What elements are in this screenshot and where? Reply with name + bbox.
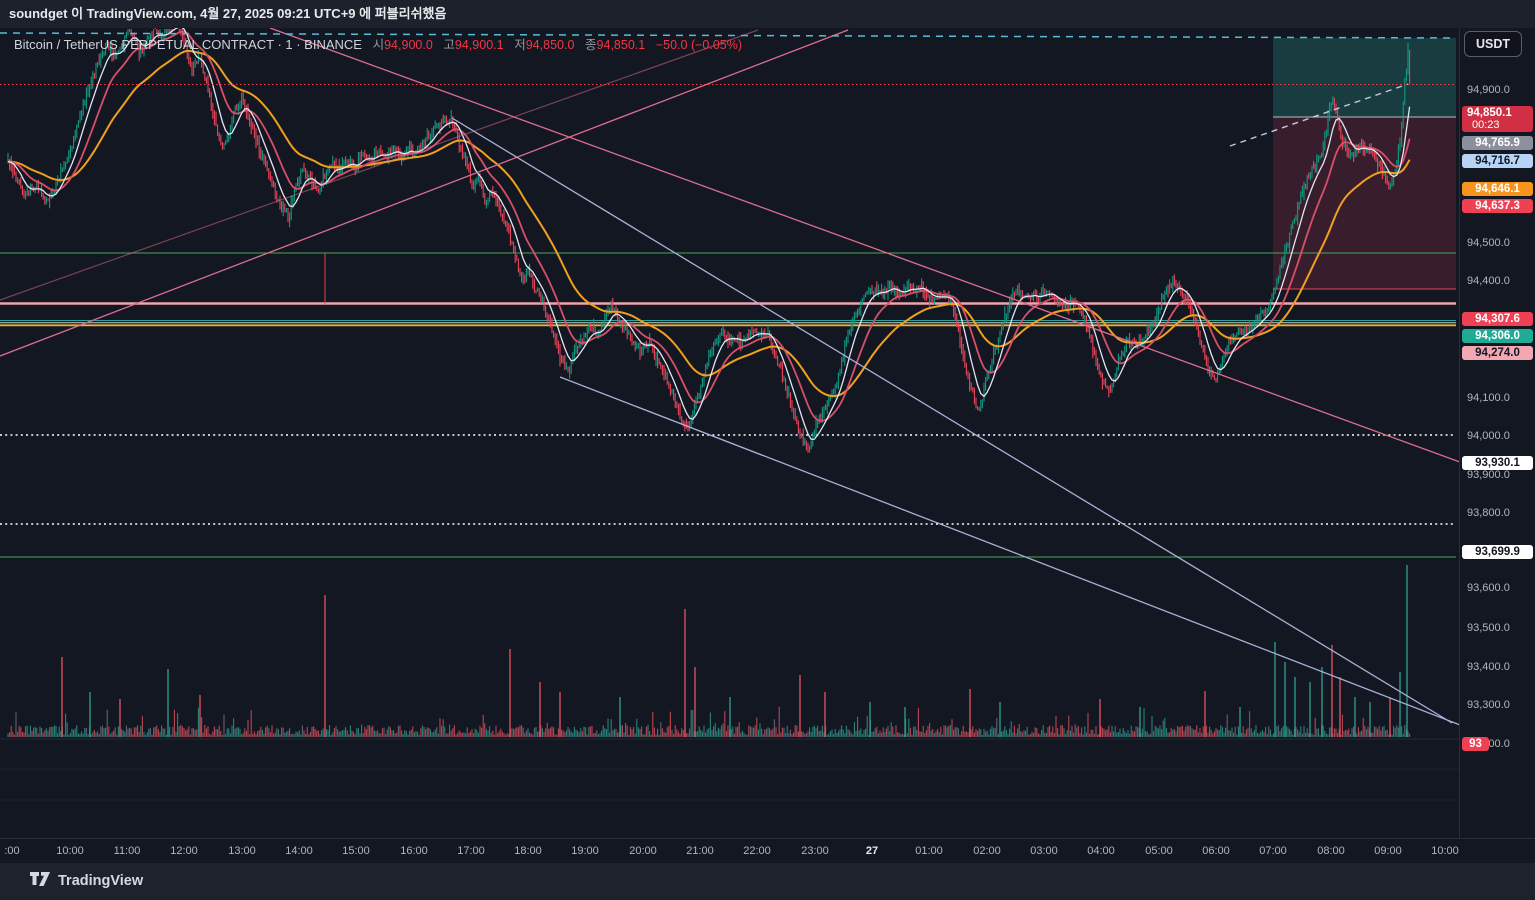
overlay-price-line — [0, 32, 1457, 39]
volume-spikes-up — [89, 565, 1408, 737]
trend-line — [1229, 83, 1409, 147]
price-tick: 94,000.0 — [1467, 430, 1510, 442]
price-label: 93 — [1462, 737, 1489, 751]
price-label: 94,637.3 — [1462, 199, 1533, 213]
footer-bar: TradingView — [0, 863, 1535, 900]
time-tick: 04:00 — [1087, 845, 1115, 857]
position-zone-box — [1273, 38, 1456, 117]
price-tick: 93,900.0 — [1467, 469, 1510, 481]
time-tick: 22:00 — [743, 845, 771, 857]
price-label: 94,716.7 — [1462, 154, 1533, 168]
time-tick: 13:00 — [228, 845, 256, 857]
price-tick: 93,600.0 — [1467, 582, 1510, 594]
time-tick: 10:00 — [56, 845, 84, 857]
volume-spikes-down — [61, 595, 1391, 737]
time-axis[interactable]: :00 10:00 11:00 12:00 13:00 14:00 15:00 16:00 17… — [0, 838, 1535, 863]
publish-info-bar: soundget 이 TradingView.com, 4월 27, 2025 … — [0, 0, 1535, 28]
price-tick: 94,500.0 — [1467, 237, 1510, 249]
time-tick: 12:00 — [170, 845, 198, 857]
time-tick: 07:00 — [1259, 845, 1287, 857]
price-label: 94,274.0 — [1462, 346, 1533, 360]
time-tick: 15:00 — [342, 845, 370, 857]
price-tick: 94,100.0 — [1467, 392, 1510, 404]
tradingview-brand[interactable]: TradingView — [30, 872, 143, 889]
time-tick: 18:00 — [514, 845, 542, 857]
time-tick: 02:00 — [973, 845, 1001, 857]
price-label: 94,307.6 — [1462, 312, 1533, 326]
volume-bars-up — [7, 707, 1407, 737]
time-tick: 17:00 — [457, 845, 485, 857]
chart-canvas[interactable] — [0, 0, 1459, 863]
candles-down — [9, 27, 1411, 453]
price-tick: 93,500.0 — [1467, 622, 1510, 634]
trend-line — [451, 117, 1453, 724]
candles-up — [7, 25, 1409, 453]
price-label: 94,646.1 — [1462, 182, 1533, 196]
time-tick: 21:00 — [686, 845, 714, 857]
currency-toggle-button[interactable]: USDT — [1464, 31, 1522, 57]
price-label: 94,306.0 — [1462, 329, 1533, 343]
time-tick: 03:00 — [1030, 845, 1058, 857]
tradingview-logo-icon — [30, 872, 50, 886]
time-tick: :00 — [4, 845, 20, 857]
time-tick: 08:00 — [1317, 845, 1345, 857]
trend-line — [0, 29, 849, 357]
price-axis[interactable]: USDT 94,900.0 94,500.0 94,400.0 94,100.0 94,… — [1459, 28, 1535, 863]
time-tick: 05:00 — [1145, 845, 1173, 857]
time-tick: 01:00 — [915, 845, 943, 857]
price-tick: 94,400.0 — [1467, 275, 1510, 287]
price-tick: 93,800.0 — [1467, 507, 1510, 519]
volume-bars-down — [9, 706, 1411, 737]
time-tick: 10:00 — [1431, 845, 1459, 857]
trend-line — [269, 27, 1459, 463]
time-tick: 11:00 — [113, 845, 141, 857]
publish-info-text: soundget 이 TradingView.com, 4월 27, 2025 … — [9, 6, 447, 21]
trend-line — [559, 376, 1459, 726]
trend-line — [0, 29, 759, 301]
price-tick: 94,900.0 — [1467, 84, 1510, 96]
ma-fast-white — [7, 25, 1411, 440]
time-tick: 27 — [865, 845, 879, 857]
price-label: 93,930.1 — [1462, 456, 1533, 470]
time-tick: 19:00 — [571, 845, 599, 857]
ma-slow-orange — [7, 49, 1411, 398]
time-tick: 14:00 — [285, 845, 313, 857]
tradingview-brand-text: TradingView — [58, 872, 144, 889]
time-tick: 20:00 — [629, 845, 657, 857]
price-label: 94,765.9 — [1462, 136, 1533, 150]
volume-bars-neutral — [15, 709, 1409, 737]
time-tick: 16:00 — [400, 845, 428, 857]
time-tick: 09:00 — [1374, 845, 1402, 857]
price-label: 94,850.1 00:23 — [1462, 106, 1533, 132]
price-tick: 93,300.0 — [1467, 699, 1510, 711]
time-tick: 23:00 — [801, 845, 829, 857]
time-tick: 06:00 — [1202, 845, 1230, 857]
price-label: 93,699.9 — [1462, 545, 1533, 559]
price-tick: 93,400.0 — [1467, 661, 1510, 673]
